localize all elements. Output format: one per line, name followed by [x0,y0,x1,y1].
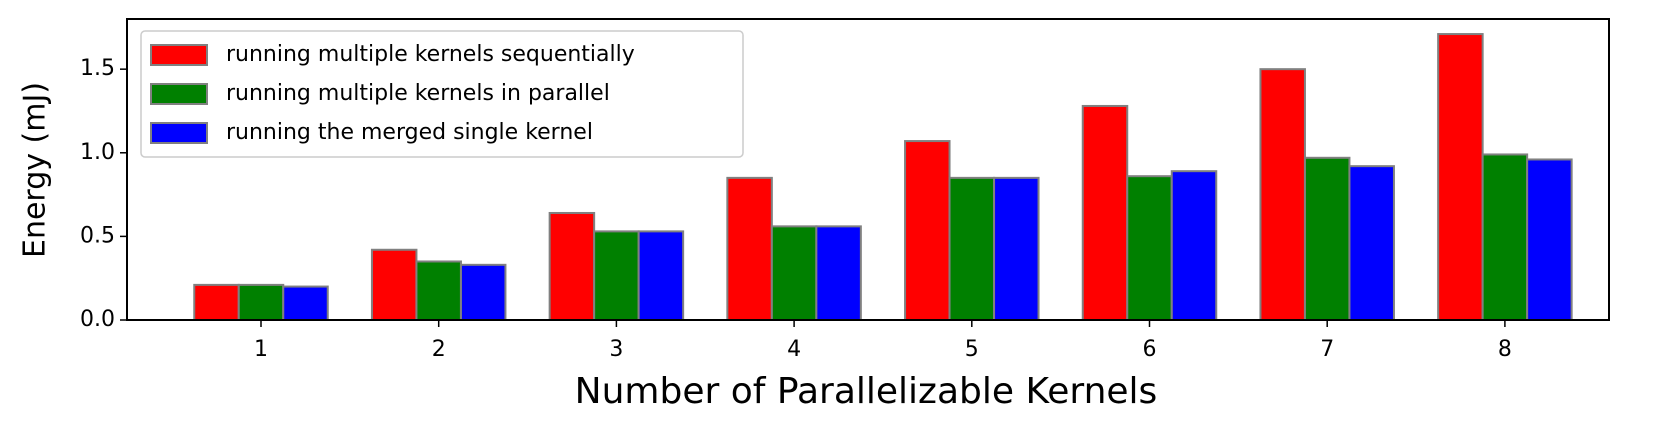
x-tick-label: 6 [1143,337,1157,362]
plot-frame [126,18,1610,321]
bar [459,263,507,322]
x-tick-label: 5 [965,337,979,362]
x-tick-label: 2 [432,337,446,362]
x-tick-label: 7 [1320,337,1334,362]
bar [1526,158,1573,321]
bar [993,176,1040,321]
x-tick-label: 3 [609,337,623,362]
y-tick-label: 1.5 [80,56,115,81]
legend-swatch [150,44,208,66]
bar [1303,156,1351,321]
bar [1348,165,1395,321]
legend-box [140,30,744,158]
bar [1481,153,1529,321]
bar [770,225,818,322]
x-tick-label: 8 [1498,337,1512,362]
bar [637,230,685,321]
bar [282,285,329,321]
bar [370,248,418,321]
bar [948,176,996,321]
bar [1126,175,1173,321]
bar [904,140,951,321]
bar [1170,170,1218,321]
y-tick-label: 0.5 [80,223,115,248]
x-tick-label: 4 [787,337,801,362]
bar [548,211,596,322]
bar [237,283,285,321]
bar [815,225,862,322]
legend-swatch [150,83,208,105]
bar [1259,68,1306,321]
y-axis-label: Energy (mJ) [18,82,53,258]
legend-swatch [150,122,208,144]
bar [593,230,640,321]
bar [1081,104,1129,322]
y-tick-label: 0.0 [80,307,115,332]
x-axis-label: Number of Parallelizable Kernels [575,371,1158,412]
y-tick-label: 1.0 [80,140,115,165]
x-tick-label: 1 [254,337,268,362]
legend-label: running multiple kernels in parallel [226,81,610,106]
bar [726,176,773,321]
bar [415,260,462,322]
legend-label: running the merged single kernel [226,120,593,145]
legend-label: running multiple kernels sequentially [226,42,635,67]
bar [1437,33,1484,322]
bar [193,283,240,321]
